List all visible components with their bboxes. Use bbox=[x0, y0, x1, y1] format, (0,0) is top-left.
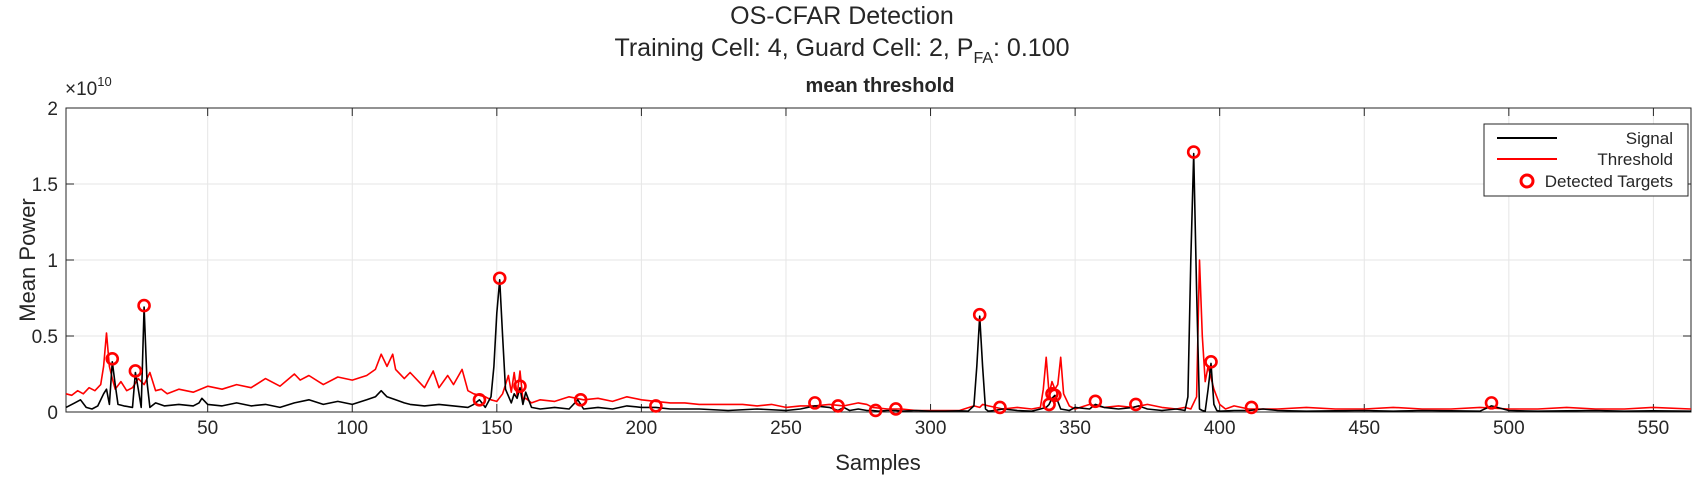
x-tick-label: 450 bbox=[1348, 418, 1380, 439]
signal-series-line bbox=[65, 152, 1692, 413]
detected-target-point bbox=[972, 307, 987, 322]
detected-target-point bbox=[105, 351, 120, 366]
x-tick-label: 150 bbox=[481, 418, 513, 439]
detected-target-point bbox=[128, 364, 143, 378]
threshold-series-line bbox=[65, 259, 1692, 412]
y-tick-label: 2 bbox=[47, 99, 58, 120]
detected-target-point bbox=[573, 393, 588, 407]
subtitle-subscript: FA bbox=[973, 50, 993, 67]
figure-subtitle: Training Cell: 4, Guard Cell: 2, PFA: 0.… bbox=[615, 34, 1070, 67]
y-tick-label: 1.5 bbox=[32, 175, 58, 196]
x-tick-label: 200 bbox=[626, 418, 658, 439]
series-layer bbox=[65, 152, 1692, 413]
detected-target-point bbox=[1048, 388, 1062, 403]
legend-detected-label: Detected Targets bbox=[1545, 172, 1673, 191]
detected-target-point bbox=[889, 402, 903, 416]
legend-threshold-label: Threshold bbox=[1597, 150, 1673, 169]
detected-target-point bbox=[808, 396, 822, 410]
x-tick-label: 400 bbox=[1204, 418, 1236, 439]
x-axis-label: Samples bbox=[835, 450, 921, 475]
y-exponent-label: ×1010 bbox=[65, 74, 112, 100]
detected-target-point bbox=[492, 271, 507, 286]
x-tick-label: 100 bbox=[336, 418, 368, 439]
detected-target-point bbox=[513, 379, 527, 393]
x-axis: 50 100 150 200 250 300 350 400 450 500 550 bbox=[197, 108, 1669, 439]
subtitle-prefix: Training Cell: 4, Guard Cell: 2, P bbox=[615, 34, 974, 62]
detected-target-point bbox=[993, 400, 1007, 415]
y-exponent-power: 10 bbox=[97, 74, 111, 89]
y-tick-label: 1 bbox=[47, 251, 58, 272]
detected-target-point bbox=[1129, 397, 1143, 412]
figure-suptitle: OS-CFAR Detection bbox=[730, 2, 954, 30]
y-axis-label: Mean Power bbox=[15, 198, 40, 322]
x-tick-label: 500 bbox=[1493, 418, 1525, 439]
x-tick-label: 50 bbox=[197, 418, 218, 439]
legend-detected-swatch bbox=[1519, 173, 1535, 189]
detected-target-point bbox=[1088, 394, 1103, 409]
detected-target-point bbox=[1204, 355, 1218, 369]
x-tick-label: 350 bbox=[1059, 418, 1091, 439]
detected-target-point bbox=[831, 399, 845, 413]
detected-target-point bbox=[1484, 396, 1499, 410]
plot-title: mean threshold bbox=[806, 75, 955, 97]
detected-target-point bbox=[1186, 145, 1201, 159]
y-axis: 0 0.5 1 1.5 2 bbox=[32, 99, 1691, 424]
detected-target-point bbox=[472, 393, 487, 407]
y-exponent-base: ×10 bbox=[65, 79, 97, 100]
y-tick-label: 0.5 bbox=[32, 327, 58, 348]
grid-lines bbox=[66, 107, 1691, 413]
subtitle-suffix: : 0.100 bbox=[993, 34, 1069, 62]
detected-target-point bbox=[137, 298, 151, 313]
y-tick-label: 0 bbox=[47, 403, 58, 424]
detected-target-point bbox=[868, 403, 883, 418]
detected-target-point bbox=[1244, 400, 1259, 415]
legend-signal-label: Signal bbox=[1626, 129, 1673, 148]
x-tick-label: 550 bbox=[1638, 418, 1670, 439]
detected-target-point bbox=[649, 399, 663, 413]
detected-targets-layer bbox=[105, 145, 1499, 418]
x-tick-label: 250 bbox=[770, 418, 802, 439]
x-tick-label: 300 bbox=[915, 418, 947, 439]
legend: Signal Threshold Detected Targets bbox=[1483, 123, 1689, 197]
